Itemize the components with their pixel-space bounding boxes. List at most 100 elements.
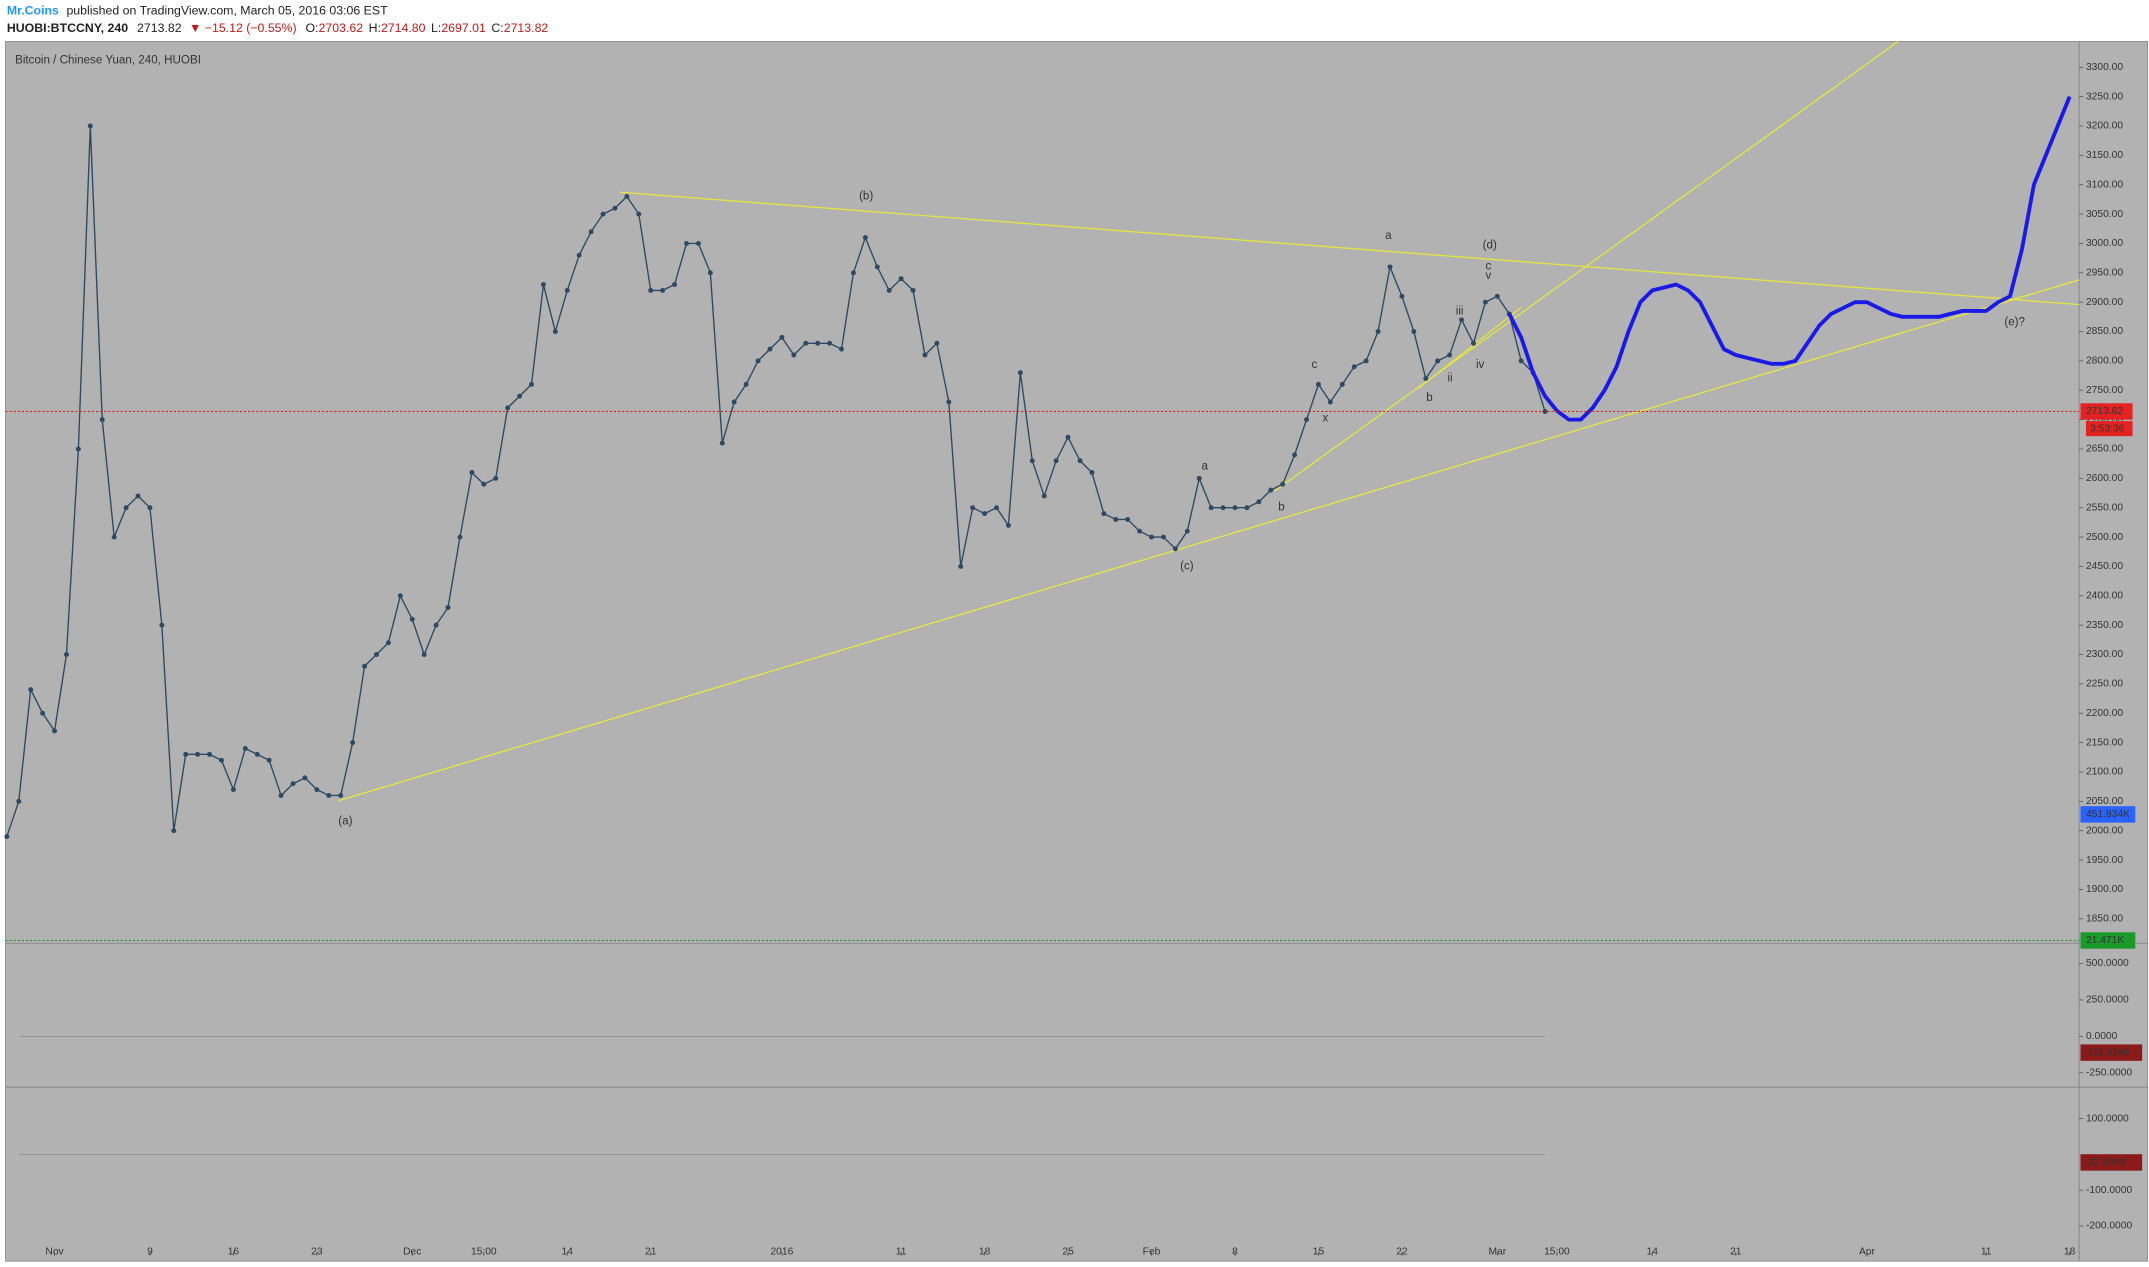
price-point bbox=[839, 346, 844, 352]
y-tick-label: 2950.00 bbox=[2086, 268, 2123, 279]
price-point bbox=[1017, 370, 1023, 376]
panel-tick-label: 250.0000 bbox=[2086, 995, 2129, 1006]
price-line bbox=[6, 125, 1546, 837]
price-point bbox=[1292, 452, 1298, 458]
price-point bbox=[1351, 364, 1357, 370]
price-point bbox=[695, 240, 701, 246]
wave-label: x bbox=[1322, 411, 1328, 424]
x-tick-label: Feb bbox=[1143, 1246, 1161, 1257]
panel-tick-label: -250.0000 bbox=[2086, 1068, 2133, 1079]
volume-tag bbox=[2080, 806, 2136, 823]
price-point bbox=[445, 605, 451, 610]
wave-label: c bbox=[1311, 358, 1317, 371]
price-point bbox=[278, 792, 284, 798]
price-point bbox=[1113, 516, 1119, 522]
price-point bbox=[684, 240, 689, 246]
price-point bbox=[338, 792, 344, 798]
trend-line bbox=[1274, 40, 1899, 492]
price-point bbox=[159, 622, 165, 628]
price-point bbox=[469, 469, 475, 475]
price-point bbox=[266, 757, 272, 763]
x-tick-label: 2016 bbox=[770, 1246, 793, 1257]
x-tick-label: 15:00 bbox=[471, 1246, 497, 1257]
last-price-tag bbox=[2080, 403, 2133, 420]
price-point bbox=[75, 446, 81, 452]
y-tick-label: 1900.00 bbox=[2086, 884, 2123, 895]
price-point bbox=[707, 270, 713, 276]
price-point bbox=[207, 751, 213, 757]
price-point bbox=[16, 798, 22, 804]
price-point bbox=[1232, 505, 1238, 511]
price-point bbox=[660, 287, 666, 293]
x-tick-label: 16 bbox=[228, 1246, 240, 1257]
wave-label: (d) bbox=[1483, 239, 1497, 252]
price-point bbox=[1482, 299, 1488, 305]
ohlc-value: 2703.62 bbox=[319, 21, 364, 35]
y-tick-label: 2000.00 bbox=[2086, 825, 2123, 836]
price-point bbox=[254, 751, 260, 757]
price-point bbox=[123, 505, 129, 511]
price-point bbox=[1518, 358, 1524, 364]
price-point bbox=[350, 740, 356, 746]
price-point bbox=[135, 493, 141, 499]
price-point bbox=[743, 381, 749, 387]
price-point bbox=[1423, 376, 1429, 381]
chart-title: Bitcoin / Chinese Yuan, 240, HUOBI bbox=[15, 54, 201, 67]
y-tick-label: 3150.00 bbox=[2086, 150, 2123, 161]
countdown: 3:53:36 bbox=[2090, 423, 2125, 434]
y-tick-label: 3000.00 bbox=[2086, 238, 2123, 249]
x-tick-label: Nov bbox=[45, 1246, 64, 1257]
price-point bbox=[1339, 381, 1345, 387]
panel-tick-label: 100.0000 bbox=[2086, 1113, 2129, 1124]
volume-tag bbox=[2080, 932, 2136, 949]
price-point bbox=[970, 505, 976, 511]
price-point bbox=[815, 340, 821, 346]
x-tick-label: 8 bbox=[1232, 1246, 1238, 1257]
price-point bbox=[1435, 358, 1441, 364]
author[interactable]: Mr.Coins bbox=[7, 4, 59, 18]
last-price-label: 2713.82 bbox=[2086, 406, 2123, 417]
panel-last-label: -111.4190 bbox=[2085, 1047, 2130, 1058]
y-tick-label: 3300.00 bbox=[2086, 62, 2123, 73]
price-point bbox=[636, 211, 642, 217]
price-point bbox=[290, 781, 296, 787]
price-point bbox=[791, 352, 797, 358]
wave-label: (a) bbox=[338, 814, 352, 827]
price-point bbox=[481, 481, 487, 487]
price-point bbox=[564, 287, 570, 293]
x-tick-label: Mar bbox=[1488, 1246, 1506, 1257]
wave-label: b bbox=[1278, 500, 1284, 513]
price-point bbox=[493, 475, 499, 481]
x-tick-label: Apr bbox=[1859, 1246, 1876, 1257]
price-point bbox=[409, 616, 415, 622]
x-tick-label: 21 bbox=[1730, 1246, 1742, 1257]
price-point bbox=[1244, 505, 1250, 511]
price-point bbox=[374, 652, 379, 657]
price-point bbox=[1304, 417, 1309, 423]
y-tick-label: 1850.00 bbox=[2086, 913, 2123, 924]
price-point bbox=[612, 205, 618, 211]
price-point bbox=[1447, 352, 1453, 358]
price-point bbox=[99, 417, 105, 423]
price-point bbox=[982, 511, 988, 517]
x-tick-label: Dec bbox=[403, 1246, 421, 1257]
price-point bbox=[1315, 381, 1321, 387]
price-point bbox=[588, 229, 594, 235]
trend-line bbox=[619, 191, 2080, 306]
y-tick-label: 2900.00 bbox=[2086, 297, 2123, 308]
price-point bbox=[1494, 293, 1500, 299]
price-point bbox=[64, 652, 69, 657]
y-tick-label: 2350.00 bbox=[2086, 620, 2123, 631]
x-tick-label: 14 bbox=[1647, 1246, 1659, 1257]
price-point bbox=[827, 340, 833, 346]
x-tick-label: 23 bbox=[311, 1246, 323, 1257]
y-tick-label: 2850.00 bbox=[2086, 326, 2123, 337]
price-point bbox=[779, 334, 785, 340]
y-tick-label: 2200.00 bbox=[2086, 708, 2123, 719]
price-point bbox=[1160, 534, 1166, 540]
price-point bbox=[767, 346, 773, 352]
ohlc-label: O: bbox=[306, 21, 319, 35]
price-point bbox=[505, 405, 511, 411]
price-point bbox=[1149, 534, 1154, 540]
price-point bbox=[1327, 399, 1333, 405]
